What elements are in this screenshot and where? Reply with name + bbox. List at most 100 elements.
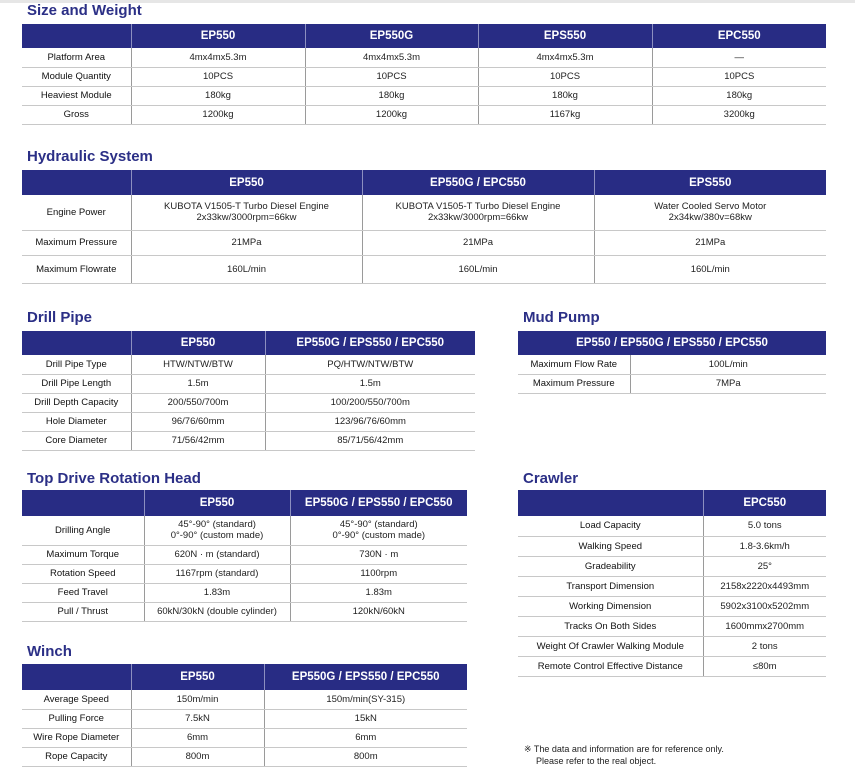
table-header-row: EP550 / EP550G / EPS550 / EPC550 — [518, 331, 827, 355]
table-row: Maximum Torque 620N · m (standard) 730N · … — [22, 545, 467, 565]
row-label: Maximum Torque — [22, 545, 144, 565]
cell-value: 71/56/42mm — [130, 431, 265, 451]
row-label: Maximum Pressure — [22, 230, 131, 256]
column-header: EPC550 — [702, 490, 826, 516]
footnote-line-2: Please refer to the real object. — [536, 756, 657, 766]
table-row: Drill Pipe Length 1.5m 1.5m — [22, 374, 475, 394]
table-row: Pull / Thrust 60kN/30kN (double cylinder)… — [22, 602, 467, 622]
cell-value: 6mm — [130, 728, 264, 748]
column-header: EPS550 — [477, 24, 652, 48]
cell-value: 10PCS — [304, 67, 478, 87]
cell-value: 45°-90° (standard) 0°-90° (custom made) — [289, 516, 467, 546]
table-row: Gradeability 25° — [518, 556, 826, 577]
table-header-row: EP550 EP550G / EPS550 / EPC550 — [22, 490, 467, 516]
row-label: Rope Capacity — [22, 747, 131, 767]
table-row: Pulling Force 7.5kN 15kN — [22, 709, 467, 729]
cell-value: 21MPa — [593, 230, 826, 256]
cell-value: 4mx4mx5.3m — [477, 48, 652, 68]
column-header — [518, 490, 703, 516]
table-row: Heaviest Module 180kg 180kg 180kg 180kg — [22, 86, 826, 106]
row-label: Core Diameter — [22, 431, 131, 451]
row-label: Wire Rope Diameter — [22, 728, 131, 748]
cell-value: KUBOTA V1505-T Turbo Diesel Engine 2x33k… — [130, 195, 362, 231]
column-header: EP550G / EPS550 / EPC550 — [264, 331, 475, 355]
cell-value: 10PCS — [651, 67, 826, 87]
column-header: EPS550 — [593, 170, 826, 195]
column-header: EPC550 — [651, 24, 826, 48]
cell-value: ≤80m — [702, 656, 826, 677]
cell-value: 2158x2220x4493mm — [702, 576, 826, 597]
top-divider — [0, 0, 855, 3]
row-label: Maximum Flowrate — [22, 255, 131, 284]
column-header — [22, 170, 131, 195]
column-header — [22, 490, 144, 516]
section-title-hydraulic-system: Hydraulic System — [27, 148, 153, 165]
table-row: Wire Rope Diameter 6mm 6mm — [22, 728, 467, 748]
table-row: Drill Depth Capacity 200/550/700m 100/200/… — [22, 393, 475, 413]
row-label: Hole Diameter — [22, 412, 131, 432]
section-title-top-drive-rotation-head: Top Drive Rotation Head — [27, 470, 201, 487]
column-header: EP550 — [130, 331, 265, 355]
spec-table-mud-pump: EP550 / EP550G / EPS550 / EPC550 Maximum … — [518, 331, 827, 394]
cell-value: 180kg — [651, 86, 826, 106]
cell-value: 1200kg — [304, 105, 478, 125]
cell-value: 7.5kN — [130, 709, 264, 729]
row-label: Drill Pipe Length — [22, 374, 131, 394]
table-row: Rope Capacity 800m 800m — [22, 747, 467, 767]
section-title-crawler: Crawler — [523, 470, 579, 487]
table-row: Average Speed 150m/min 150m/min(SY-315) — [22, 690, 467, 710]
row-label: Drill Depth Capacity — [22, 393, 131, 413]
row-label: Working Dimension — [518, 596, 703, 617]
cell-value: 6mm — [263, 728, 467, 748]
table-row: Core Diameter 71/56/42mm 85/71/56/42mm — [22, 431, 475, 451]
column-header: EP550G / EPC550 — [361, 170, 594, 195]
column-header: EP550G / EPS550 / EPC550 — [289, 490, 467, 516]
cell-value: HTW/NTW/BTW — [130, 355, 265, 375]
row-label: Tracks On Both Sides — [518, 616, 703, 637]
cell-value: 800m — [263, 747, 467, 767]
cell-value: 5.0 tons — [702, 516, 826, 537]
row-label: Walking Speed — [518, 536, 703, 557]
cell-value: 1.5m — [264, 374, 475, 394]
cell-value: 1200kg — [130, 105, 305, 125]
cell-value: 10PCS — [130, 67, 305, 87]
cell-value: 96/76/60mm — [130, 412, 265, 432]
cell-value: 1.5m — [130, 374, 265, 394]
cell-value: — — [651, 48, 826, 68]
table-row: Transport Dimension 2158x2220x4493mm — [518, 576, 826, 597]
cell-value: 1600mmx2700mm — [702, 616, 826, 637]
cell-value: 620N · m (standard) — [143, 545, 290, 565]
table-row: Engine Power KUBOTA V1505-T Turbo Diesel … — [22, 195, 826, 231]
row-label: Drilling Angle — [22, 516, 144, 546]
row-label: Maximum Pressure — [518, 374, 630, 394]
cell-value: 160L/min — [130, 255, 362, 284]
cell-value: 150m/min(SY-315) — [263, 690, 467, 710]
column-header: EP550 / EP550G / EPS550 / EPC550 — [518, 331, 827, 355]
row-label: Drill Pipe Type — [22, 355, 131, 375]
cell-value: 21MPa — [361, 230, 594, 256]
column-header — [22, 24, 131, 48]
table-row: Tracks On Both Sides 1600mmx2700mm — [518, 616, 826, 637]
table-row: Rotation Speed 1167rpm (standard) 1100rpm — [22, 564, 467, 584]
table-row: Drilling Angle 45°-90° (standard) 0°-90° … — [22, 516, 467, 546]
table-row: Feed Travel 1.83m 1.83m — [22, 583, 467, 603]
cell-value: 15kN — [263, 709, 467, 729]
cell-value: 1.83m — [143, 583, 290, 603]
spec-table-winch: EP550 EP550G / EPS550 / EPC550 Average Spe… — [22, 664, 467, 767]
column-header: EP550G / EPS550 / EPC550 — [263, 664, 467, 690]
table-row: Weight Of Crawler Walking Module 2 tons — [518, 636, 826, 657]
table-row: Walking Speed 1.8-3.6km/h — [518, 536, 826, 557]
table-row: Load Capacity 5.0 tons — [518, 516, 826, 537]
cell-value: 160L/min — [593, 255, 826, 284]
cell-value: 3200kg — [651, 105, 826, 125]
row-label: Pull / Thrust — [22, 602, 144, 622]
cell-value: 5902x3100x5202mm — [702, 596, 826, 617]
spec-table-drill-pipe: EP550 EP550G / EPS550 / EPC550 Drill Pipe … — [22, 331, 475, 451]
section-title-size-weight: Size and Weight — [27, 2, 142, 19]
footnote-line-1: ※ The data and information are for refer… — [524, 744, 724, 754]
row-label: Feed Travel — [22, 583, 144, 603]
section-title-winch: Winch — [27, 643, 72, 660]
spec-table-top-drive-rotation-head: EP550 EP550G / EPS550 / EPC550 Drilling An… — [22, 490, 467, 622]
table-row: Hole Diameter 96/76/60mm 123/96/76/60mm — [22, 412, 475, 432]
cell-value: 4mx4mx5.3m — [304, 48, 478, 68]
